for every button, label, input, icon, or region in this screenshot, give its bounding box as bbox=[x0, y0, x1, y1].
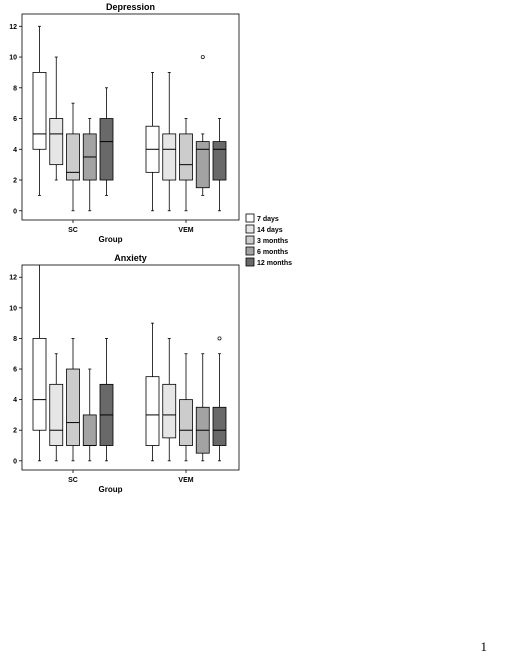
legend: 7 days 14 days 3 months 6 months 12 months bbox=[245, 213, 292, 267]
outlier-point bbox=[200, 55, 205, 59]
y-tick-label: 8 bbox=[13, 336, 17, 343]
y-tick-label: 2 bbox=[13, 428, 17, 435]
y-tick-label: 0 bbox=[13, 208, 17, 215]
box-vem-14-days bbox=[162, 338, 177, 462]
box-vem-6-months bbox=[195, 55, 210, 196]
box-iqr bbox=[82, 414, 97, 446]
plot-frame bbox=[21, 264, 240, 471]
legend-label: 14 days bbox=[257, 227, 283, 234]
y-tick-label: 6 bbox=[13, 367, 17, 374]
box-iqr bbox=[179, 133, 193, 181]
outlier-point bbox=[217, 336, 222, 341]
legend-item: 3 months bbox=[245, 235, 288, 245]
legend-swatch bbox=[245, 213, 255, 223]
box-sc-7-days bbox=[32, 265, 47, 462]
chart-title: Anxiety bbox=[114, 253, 147, 263]
box-iqr bbox=[195, 141, 210, 189]
y-tick-label: 10 bbox=[9, 55, 17, 62]
plot-frame bbox=[21, 13, 240, 221]
y-tick-label: 8 bbox=[13, 85, 17, 92]
box-sc-12-months bbox=[99, 338, 114, 462]
y-tick-label: 6 bbox=[13, 116, 17, 123]
x-axis-label: Group bbox=[99, 485, 123, 494]
y-tick-label: 10 bbox=[9, 305, 17, 312]
box-iqr bbox=[212, 141, 227, 181]
x-tick-label: SC bbox=[68, 227, 78, 234]
legend-label: 12 months bbox=[257, 260, 292, 267]
box-vem-14-days bbox=[162, 72, 177, 212]
box-sc-14-days bbox=[49, 353, 64, 462]
y-tick-label: 12 bbox=[9, 24, 17, 31]
box-iqr bbox=[66, 133, 80, 181]
box-iqr bbox=[49, 118, 64, 166]
y-tick-label: 12 bbox=[9, 275, 17, 282]
legend-label: 6 months bbox=[257, 249, 288, 256]
y-tick-label: 4 bbox=[13, 147, 17, 154]
box-vem-3-months bbox=[179, 118, 193, 212]
x-tick-label: VEM bbox=[178, 227, 193, 234]
box-iqr bbox=[32, 338, 47, 431]
legend-swatch bbox=[245, 235, 255, 245]
box-vem-7-days bbox=[145, 72, 160, 212]
legend-item: 6 months bbox=[245, 246, 288, 256]
box-iqr bbox=[99, 118, 114, 181]
box-iqr bbox=[32, 72, 47, 150]
box-vem-6-months bbox=[195, 353, 210, 462]
box-sc-3-months bbox=[66, 102, 80, 212]
box-sc-7-days bbox=[32, 25, 47, 196]
box-iqr bbox=[66, 368, 80, 446]
chart-title: Depression bbox=[106, 2, 155, 12]
box-vem-3-months bbox=[179, 353, 193, 462]
box-sc-14-days bbox=[49, 56, 64, 181]
y-tick-label: 4 bbox=[13, 397, 17, 404]
box-iqr bbox=[162, 383, 177, 439]
legend-item: 12 months bbox=[245, 257, 292, 267]
legend-swatch bbox=[245, 224, 255, 234]
box-iqr bbox=[49, 383, 64, 446]
box-vem-12-months bbox=[212, 336, 227, 462]
legend-label: 3 months bbox=[257, 238, 288, 245]
box-iqr bbox=[212, 406, 227, 446]
box-sc-3-months bbox=[66, 338, 80, 462]
box-sc-6-months bbox=[82, 118, 97, 212]
legend-label: 7 days bbox=[257, 216, 279, 223]
x-tick-label: SC bbox=[68, 477, 78, 484]
box-iqr bbox=[179, 399, 193, 446]
box-vem-7-days bbox=[145, 322, 160, 462]
box-sc-6-months bbox=[82, 368, 97, 462]
page-number: 1 bbox=[480, 639, 488, 654]
box-sc-12-months bbox=[99, 87, 114, 196]
box-iqr bbox=[162, 133, 177, 181]
legend-item: 14 days bbox=[245, 224, 283, 234]
chart-panel-2: Anxiety 0 2 4 6 8 10 12 SC VEM Group bbox=[9, 253, 240, 494]
y-tick-label: 0 bbox=[13, 458, 17, 465]
box-iqr bbox=[145, 376, 160, 446]
box-vem-12-months bbox=[212, 118, 227, 212]
chart-panel-1: Depression 0 2 4 6 8 10 12 SC VEM Group bbox=[9, 2, 240, 244]
legend-item: 7 days bbox=[245, 213, 279, 223]
legend-swatch bbox=[245, 246, 255, 256]
x-tick-label: VEM bbox=[178, 477, 193, 484]
y-tick-label: 2 bbox=[13, 178, 17, 185]
legend-swatch bbox=[245, 257, 255, 267]
x-axis-label: Group bbox=[99, 235, 123, 244]
